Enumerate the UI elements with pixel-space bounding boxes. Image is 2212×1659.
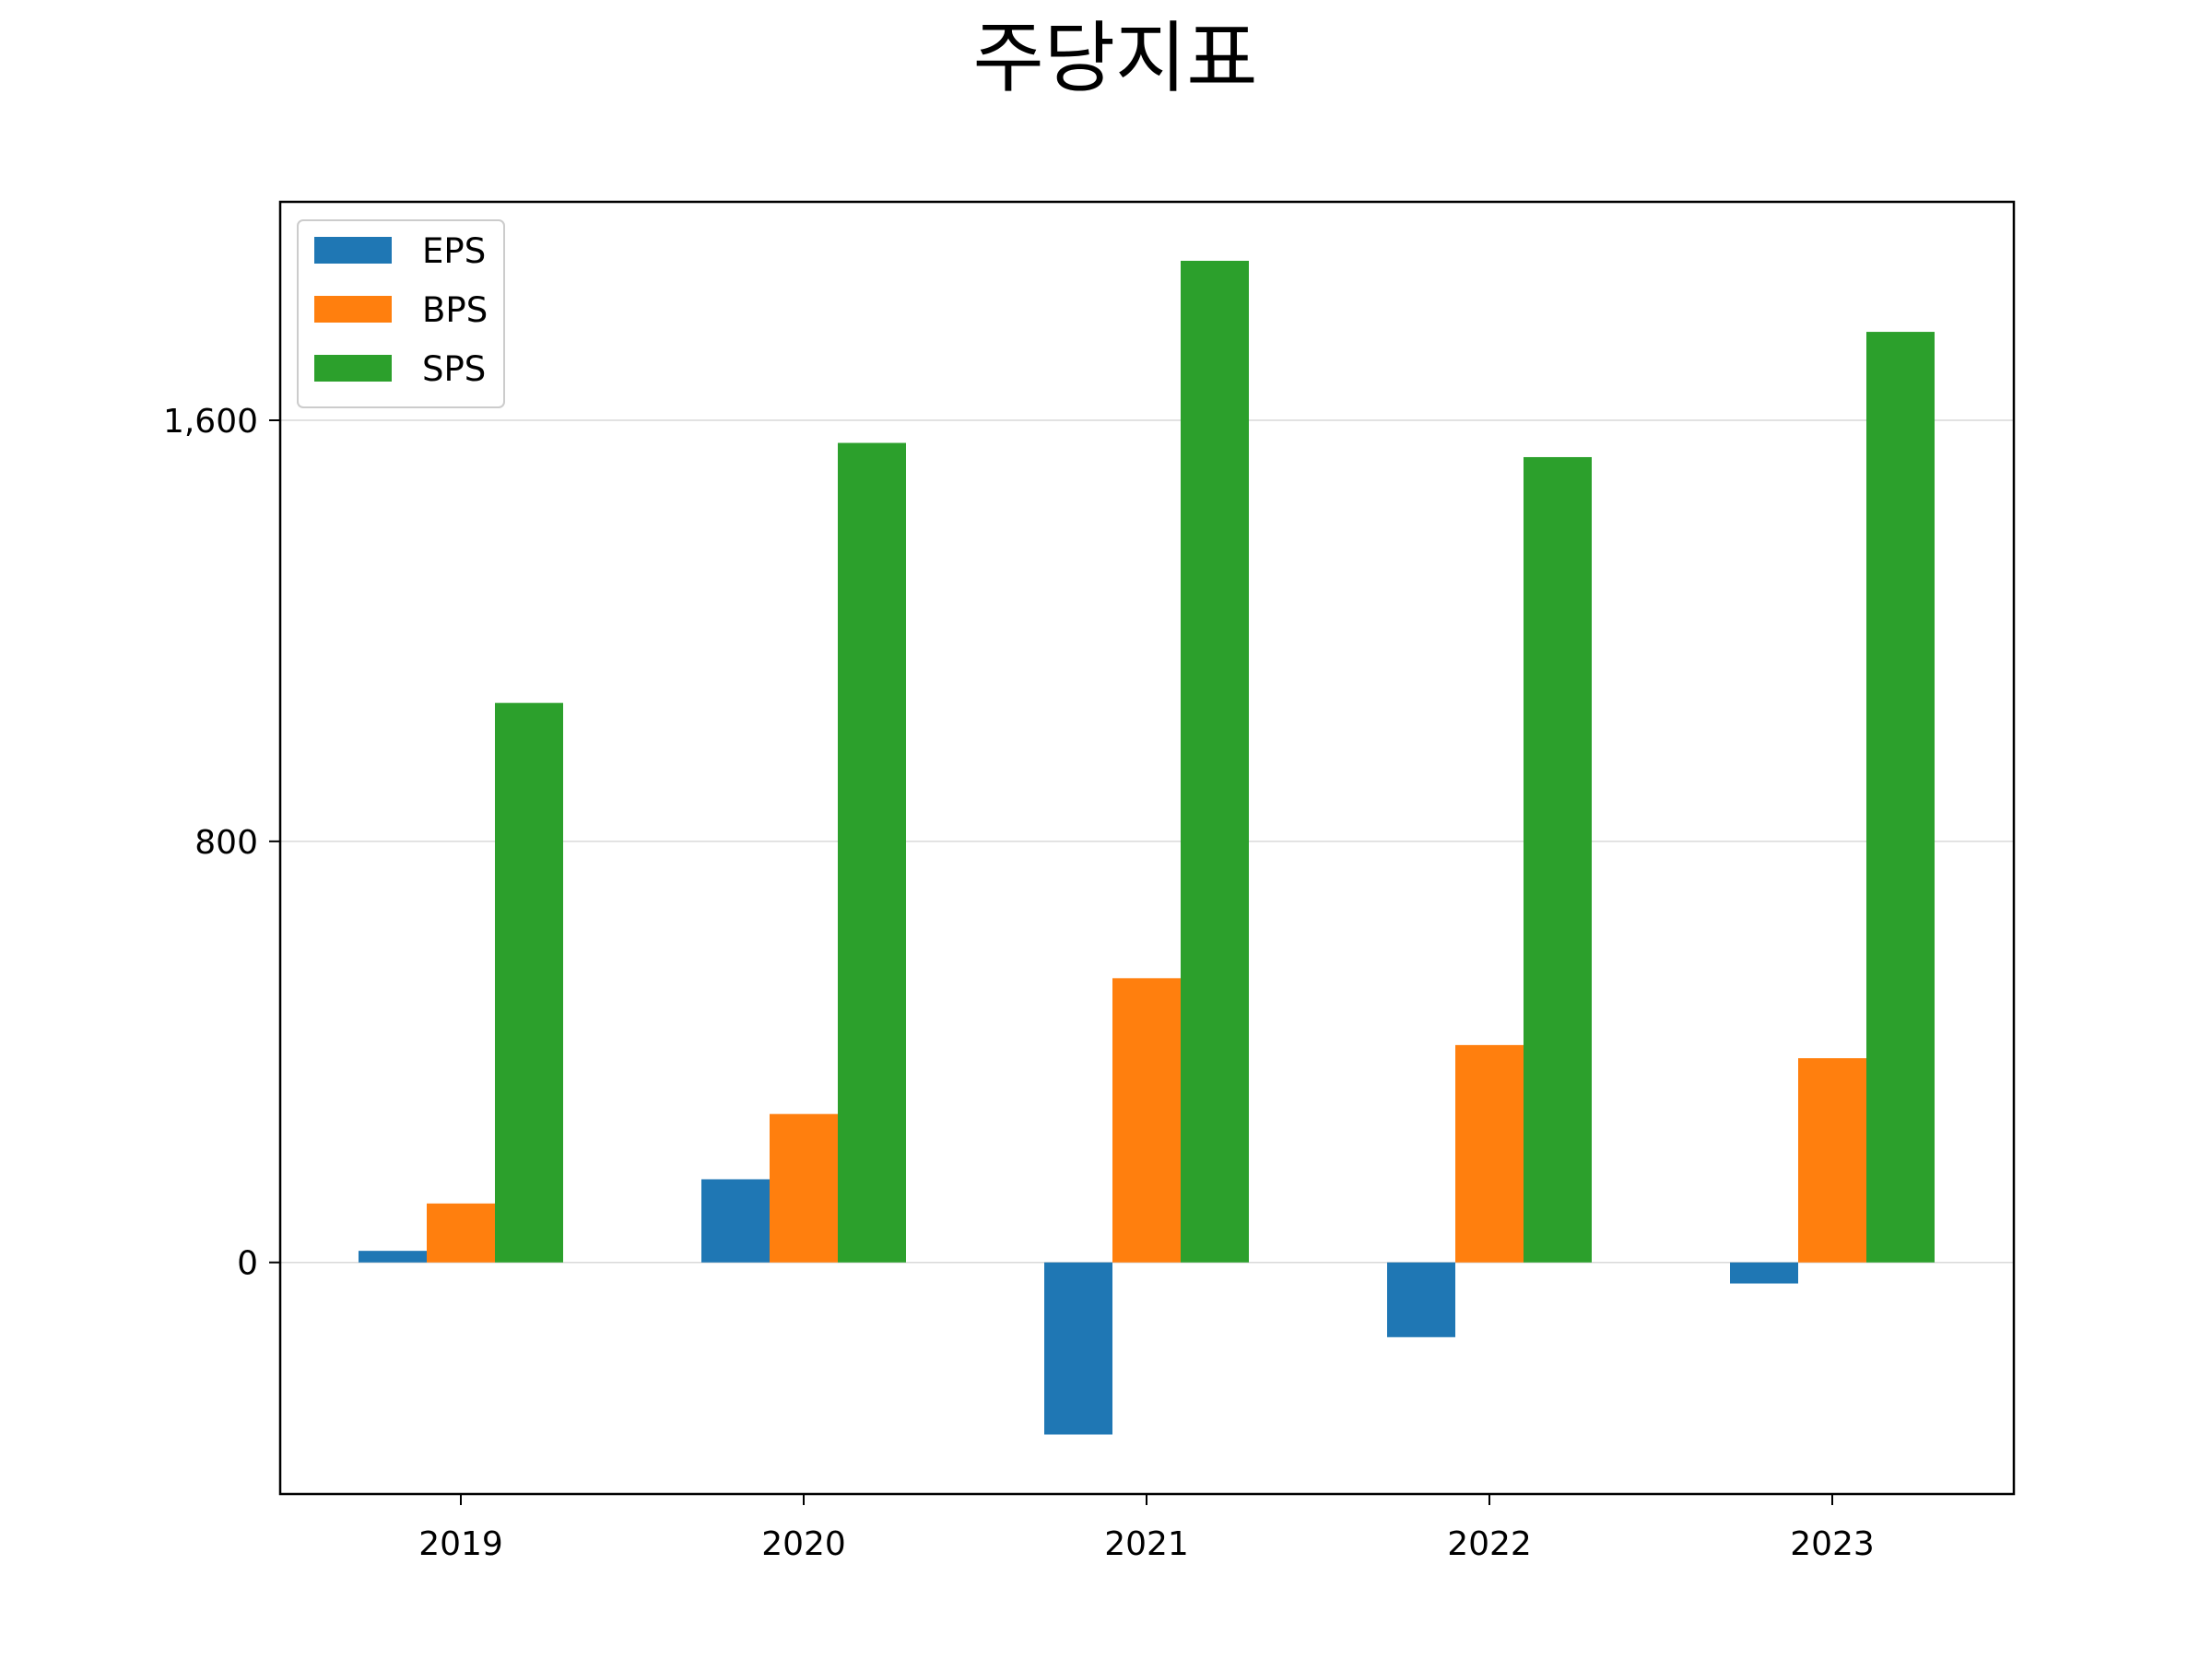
- x-tick-label: 2021: [1104, 1525, 1189, 1563]
- legend-swatch-eps: [314, 237, 392, 264]
- y-tick-label: 0: [237, 1245, 258, 1283]
- bar-bps-2020: [770, 1113, 838, 1263]
- legend: EPS BPS SPS: [297, 219, 505, 408]
- x-tick-label: 2020: [761, 1525, 846, 1563]
- bar-bps-2019: [427, 1203, 495, 1263]
- bar-eps-2023: [1730, 1262, 1798, 1284]
- bar-sps-2023: [1866, 332, 1935, 1263]
- bar-eps-2020: [701, 1179, 770, 1263]
- x-tick-label: 2019: [418, 1525, 503, 1563]
- bar-bps-2022: [1455, 1044, 1524, 1263]
- bar-bps-2021: [1112, 978, 1181, 1263]
- x-axis: 2019 2020 2021 2022 2023: [418, 1494, 1875, 1563]
- bar-sps-2022: [1524, 456, 1592, 1263]
- bar-bps-2023: [1798, 1058, 1866, 1263]
- bar-sps-2020: [838, 442, 906, 1263]
- bar-eps-2022: [1387, 1262, 1455, 1337]
- y-tick-label: 800: [194, 824, 258, 862]
- legend-label-eps: EPS: [422, 231, 486, 271]
- legend-swatch-sps: [314, 355, 392, 382]
- bars: [359, 260, 1935, 1435]
- bar-eps-2019: [359, 1251, 427, 1263]
- legend-label-sps: SPS: [422, 349, 486, 389]
- bar-eps-2021: [1044, 1262, 1112, 1435]
- chart-title: 주당지표: [972, 13, 1257, 103]
- x-tick-label: 2023: [1790, 1525, 1875, 1563]
- legend-swatch-bps: [314, 296, 392, 323]
- bar-sps-2021: [1181, 260, 1249, 1263]
- y-tick-label: 1,600: [163, 403, 258, 441]
- legend-label-bps: BPS: [422, 290, 488, 330]
- y-axis: 0 800 1,600: [163, 403, 280, 1283]
- x-tick-label: 2022: [1447, 1525, 1532, 1563]
- bar-sps-2019: [495, 702, 563, 1263]
